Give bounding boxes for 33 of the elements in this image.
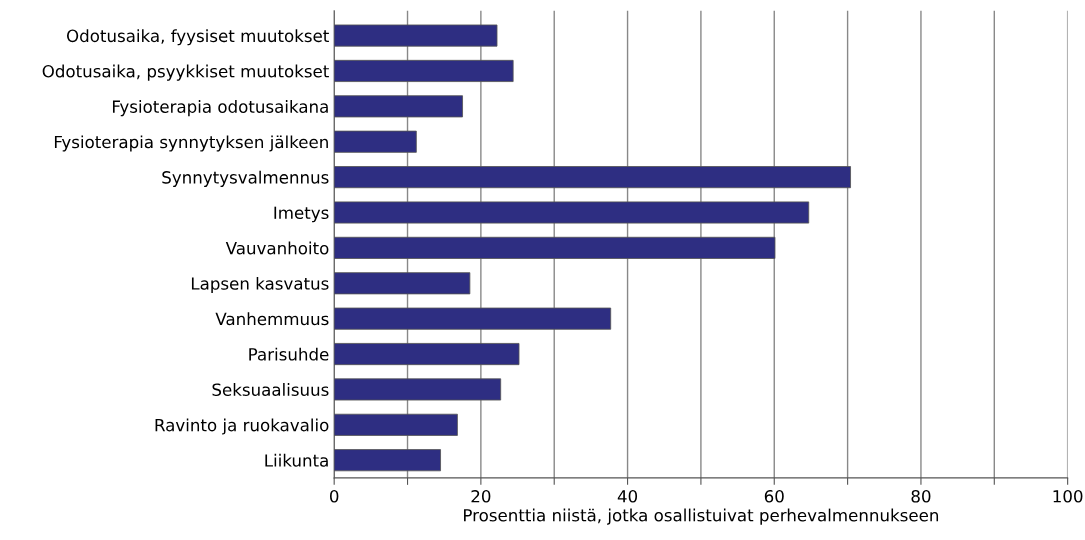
y-tick-label: Fysioterapia odotusaikana <box>112 100 328 117</box>
bar <box>334 59 514 82</box>
y-tick-label: Parisuhde <box>249 347 329 361</box>
bar <box>334 307 612 330</box>
y-tick-label: Seksuaalisuus <box>212 383 329 396</box>
bar <box>334 343 520 366</box>
x-tick-label: 100 <box>1053 490 1083 503</box>
bar <box>334 24 498 47</box>
y-tick-label: Vauvanhoito <box>225 241 329 255</box>
bar <box>334 201 810 224</box>
bar <box>334 236 776 259</box>
y-tick-label: Vanhemmuus <box>215 312 329 326</box>
x-tick-label: 40 <box>617 490 638 503</box>
x-tick-label: 0 <box>329 490 339 503</box>
bar <box>334 449 441 472</box>
bar <box>334 130 417 153</box>
y-tick-label: Synnytysvalmennus <box>162 170 329 187</box>
y-tick-label: Liikunta <box>265 453 328 467</box>
bar <box>334 166 851 189</box>
bar <box>334 95 463 118</box>
x-tick-label: 20 <box>471 490 491 503</box>
x-tick-label: 80 <box>911 490 931 503</box>
bar <box>334 272 471 295</box>
y-tick-label: Odotusaika, fyysiset muutokset <box>66 29 329 46</box>
bar <box>334 378 502 401</box>
x-tick-label: 60 <box>764 490 784 503</box>
y-tick-label: Odotusaika, psyykkiset muutokset <box>42 64 329 81</box>
x-axis-title: Prosenttia niistä, jotka osallistuivat perhevalmennukseen <box>464 508 939 525</box>
bar <box>334 413 458 436</box>
y-tick-label: Lapsen kasvatus <box>191 276 329 294</box>
y-tick-label: Fysioterapia synnytyksen jälkeen <box>54 135 328 152</box>
y-tick-label: Ravinto ja ruokavalio <box>155 418 329 435</box>
y-tick-label: Imetys <box>274 206 329 223</box>
